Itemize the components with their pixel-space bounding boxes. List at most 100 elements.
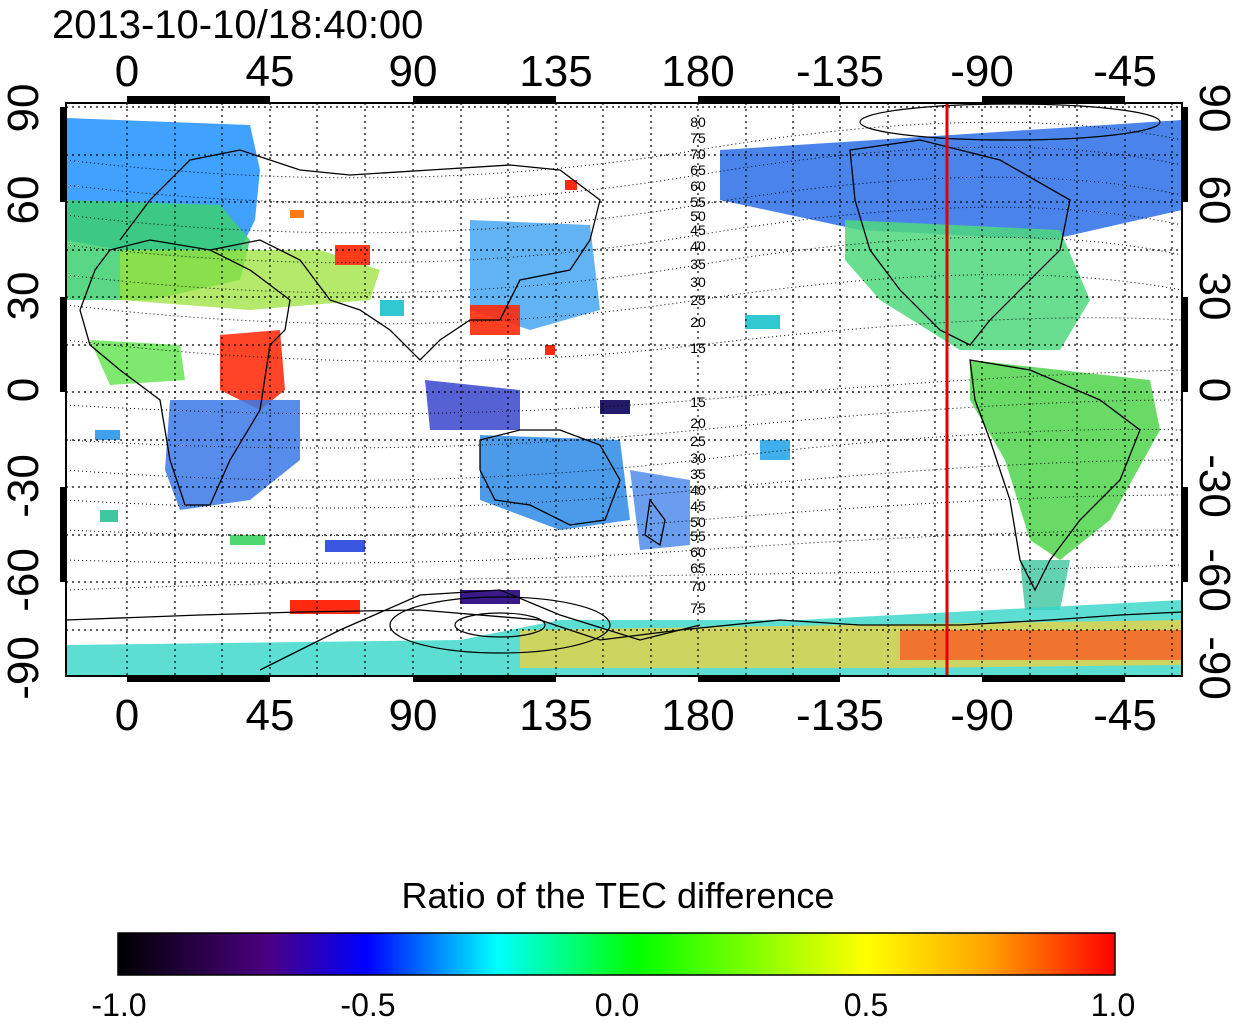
left-lat-label: 30 [0, 272, 48, 321]
tec-region-mediterranean [120, 250, 380, 310]
tec-region-indonesia [425, 380, 520, 430]
contour-label: 40 [690, 482, 706, 498]
contour-label: 55 [690, 528, 706, 544]
top-lon-label: 135 [519, 47, 592, 96]
contour-label: 70 [690, 146, 706, 162]
tec-patch [290, 210, 304, 218]
top-lon-label: 0 [115, 47, 139, 96]
bottom-lon-label: -135 [796, 691, 884, 740]
bottom-lon-label: 0 [115, 691, 139, 740]
contour-label: 30 [690, 450, 706, 466]
contour-label: 35 [690, 256, 706, 272]
top-lon-label: -90 [950, 47, 1014, 96]
colorbar-title: Ratio of the TEC difference [402, 875, 835, 916]
right-lat-label: 90 [1190, 84, 1239, 133]
left-lat-label: -30 [0, 454, 48, 518]
tec-patch [100, 510, 118, 522]
right-lat-labels: 90 60 30 0 -30 -60 -90 [1190, 84, 1239, 700]
contour-label: 65 [690, 560, 706, 576]
contour-label: 60 [690, 178, 706, 194]
right-lat-label: -90 [1190, 636, 1239, 700]
colorbar-tick-label: 0.5 [844, 987, 888, 1023]
tec-patch [230, 535, 265, 545]
left-lat-labels: 90 60 30 0 -30 -60 -90 [0, 84, 48, 700]
bottom-lon-label: 135 [519, 691, 592, 740]
tec-patch [325, 540, 365, 552]
contour-label: 35 [690, 466, 706, 482]
top-lon-labels: 0 45 90 135 180 -135 -90 -45 [115, 47, 1157, 96]
tec-data-layer [66, 118, 1182, 676]
contour-label: 75 [690, 130, 706, 146]
contour-label: 80 [690, 114, 706, 130]
coastlines [65, 139, 1183, 671]
contour-label: 20 [690, 314, 706, 330]
tec-patch [760, 440, 790, 460]
tec-region-australia [480, 435, 630, 530]
map-title: 2013-10-10/18:40:00 [52, 3, 423, 47]
bottom-lon-label: 180 [661, 691, 734, 740]
contour-label: 50 [690, 208, 706, 224]
tec-region-north-america [845, 220, 1090, 350]
tec-patch [290, 600, 360, 614]
left-lat-label: -60 [0, 548, 48, 612]
right-lat-label: -30 [1190, 454, 1239, 518]
colorbar-tick-label: 1.0 [1091, 987, 1135, 1023]
bottom-lon-label: -45 [1093, 691, 1157, 740]
left-lat-label: -90 [0, 636, 48, 700]
right-lat-label: -60 [1190, 548, 1239, 612]
left-lat-label: 0 [0, 378, 48, 402]
right-lat-label: 60 [1190, 176, 1239, 225]
contour-labels-south: 15 20 25 30 35 40 45 50 55 60 65 70 75 [690, 394, 706, 616]
colorbar-ticks: -1.0 -0.5 0.0 0.5 1.0 [91, 987, 1135, 1023]
tec-patch [565, 180, 577, 190]
tec-region-east-asia [470, 220, 600, 330]
magnetic-contours [65, 121, 1183, 591]
graticule [66, 103, 1182, 676]
tec-region-patagonia [1020, 560, 1070, 610]
contour-label: 50 [690, 514, 706, 530]
contour-label: 75 [690, 600, 706, 616]
contour-label: 15 [690, 340, 706, 356]
top-lon-label: -135 [796, 47, 884, 96]
contour-label: 55 [690, 194, 706, 210]
top-lon-label: 90 [389, 47, 438, 96]
contour-label: 30 [690, 274, 706, 290]
tec-patch [380, 300, 404, 316]
colorbar-tick-label: -1.0 [91, 987, 146, 1023]
contour-labels-north: 80 75 70 65 60 55 50 45 40 35 30 25 20 1… [690, 114, 706, 356]
frame-bars [60, 96, 1188, 682]
left-lat-label: 60 [0, 176, 48, 225]
left-lat-label: 90 [0, 84, 48, 133]
contour-label: 20 [690, 415, 706, 431]
contour-label: 25 [690, 292, 706, 308]
bottom-lon-label: 45 [246, 691, 295, 740]
bottom-lon-label: -90 [950, 691, 1014, 740]
tec-region-antarctic-hot [900, 630, 1182, 660]
right-lat-label: 30 [1190, 272, 1239, 321]
tec-patch [745, 315, 780, 329]
tec-patch [95, 430, 120, 440]
tec-region-africa-west [90, 340, 185, 385]
contour-label: 45 [690, 222, 706, 238]
contour-label: 15 [690, 394, 706, 410]
contour-label: 70 [690, 578, 706, 594]
bottom-lon-label: 90 [389, 691, 438, 740]
contour-label: 25 [690, 433, 706, 449]
bottom-lon-labels: 0 45 90 135 180 -135 -90 -45 [115, 691, 1157, 740]
contour-label: 45 [690, 498, 706, 514]
tec-region-arctic-canada [720, 120, 1182, 240]
contour-label: 60 [690, 544, 706, 560]
top-lon-label: -45 [1093, 47, 1157, 96]
contour-label: 65 [690, 162, 706, 178]
right-lat-label: 0 [1190, 378, 1239, 402]
colorbar-tick-label: 0.0 [595, 987, 639, 1023]
magnetic-pole-contours [389, 103, 1161, 654]
tec-patch [600, 400, 630, 414]
tec-patch [545, 345, 555, 355]
tec-region-tasman [630, 470, 690, 550]
map-panel: 80 75 70 65 60 55 50 45 40 35 30 25 20 1… [65, 102, 1183, 677]
colorbar-tick-label: -0.5 [340, 987, 395, 1023]
top-lon-label: 180 [661, 47, 734, 96]
contour-label: 40 [690, 238, 706, 254]
